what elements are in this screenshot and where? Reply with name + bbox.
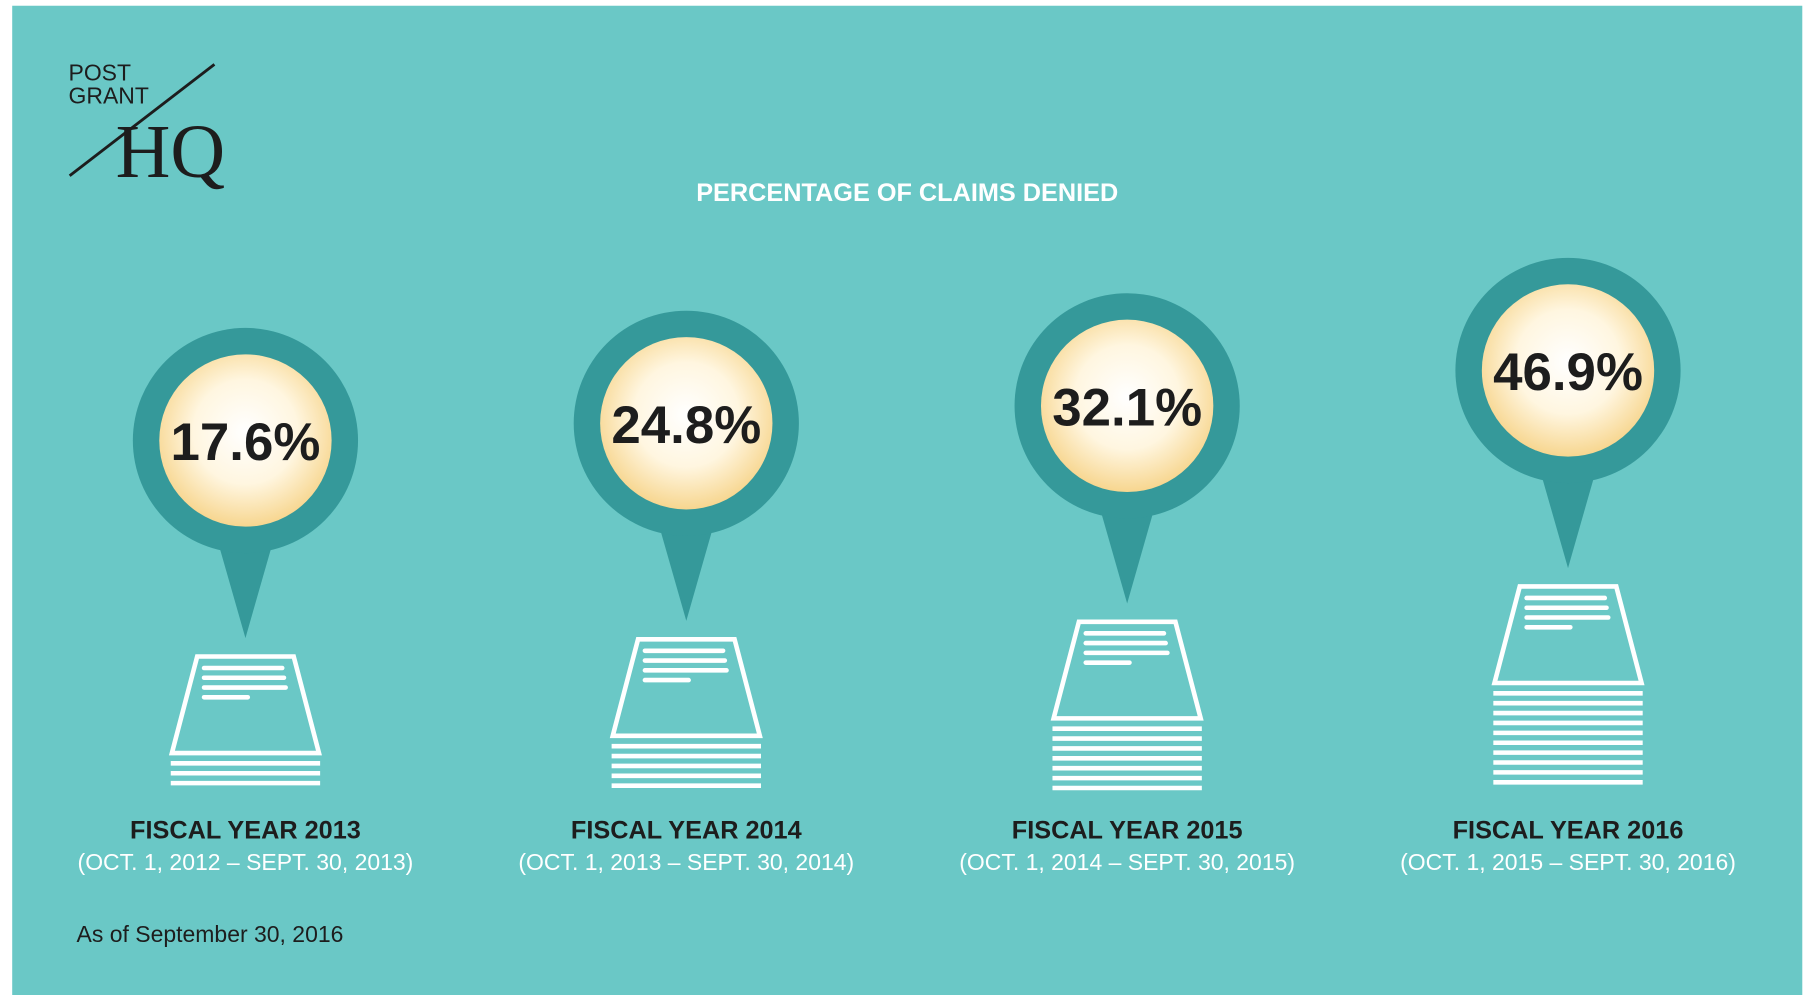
logo: POST GRANT HQ: [69, 59, 226, 194]
document-stack: [1491, 584, 1645, 785]
pin-face: [600, 337, 773, 510]
logo-text: GRANT: [69, 82, 149, 108]
chart-title: PERCENTAGE OF CLAIMS DENIED: [696, 179, 1118, 207]
category-label: FISCAL YEAR 2016: [1453, 817, 1684, 845]
period-label: (OCT. 1, 2013 – SEPT. 30, 2014): [518, 849, 854, 875]
pin-tail: [1540, 471, 1596, 569]
pin: 46.9%: [1455, 257, 1681, 569]
value-label: 17.6%: [171, 413, 321, 472]
logo-text: HQ: [116, 110, 226, 194]
document-stack: [168, 654, 322, 786]
category-label: FISCAL YEAR 2014: [571, 817, 802, 845]
paper: [168, 654, 322, 756]
pin: 32.1%: [1014, 293, 1240, 604]
paper: [1050, 619, 1204, 721]
note: As of September 30, 2016: [77, 921, 344, 947]
logo-slash: [68, 63, 216, 177]
pin: 24.8%: [573, 310, 799, 621]
pin: 17.6%: [132, 327, 359, 639]
pin-tail: [217, 541, 274, 639]
paper: [1491, 584, 1645, 686]
period-label: (OCT. 1, 2012 – SEPT. 30, 2013): [78, 849, 414, 875]
category-label: FISCAL YEAR 2015: [1012, 817, 1243, 845]
document-stack: [609, 637, 763, 788]
period-label: (OCT. 1, 2015 – SEPT. 30, 2016): [1400, 849, 1736, 875]
value-label: 24.8%: [611, 396, 761, 455]
document-stack: [1050, 619, 1204, 791]
logo-text: POST: [69, 59, 132, 85]
category-label: FISCAL YEAR 2013: [130, 817, 361, 845]
paper: [609, 637, 763, 739]
pin-tail: [658, 524, 714, 621]
value-label: 32.1%: [1052, 378, 1202, 437]
period-label: (OCT. 1, 2014 – SEPT. 30, 2015): [959, 849, 1295, 875]
value-label: 46.9%: [1493, 343, 1643, 402]
pin-tail: [1099, 506, 1155, 604]
pin-face: [1481, 284, 1655, 457]
pin-face: [159, 354, 332, 527]
pin-face: [1040, 319, 1214, 493]
